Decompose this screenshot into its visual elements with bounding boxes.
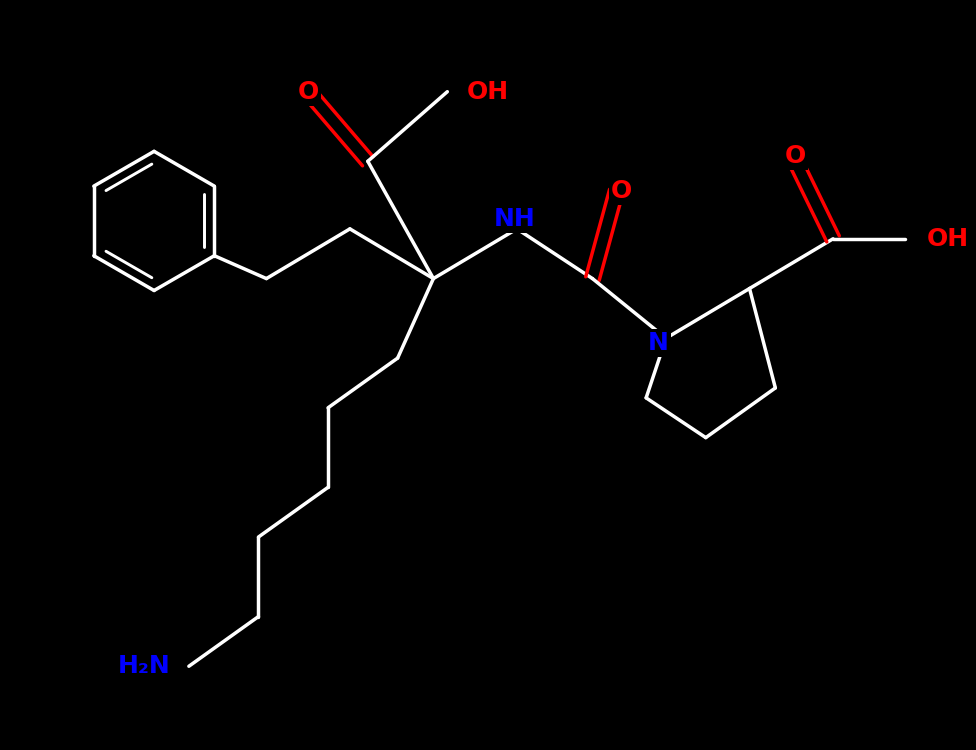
Text: O: O bbox=[611, 179, 631, 203]
Text: O: O bbox=[785, 144, 806, 168]
Text: N: N bbox=[648, 332, 669, 356]
Text: NH: NH bbox=[494, 207, 536, 231]
Text: OH: OH bbox=[926, 226, 968, 251]
Text: H₂N: H₂N bbox=[118, 654, 171, 678]
Text: OH: OH bbox=[468, 80, 509, 104]
Text: O: O bbox=[298, 80, 319, 104]
